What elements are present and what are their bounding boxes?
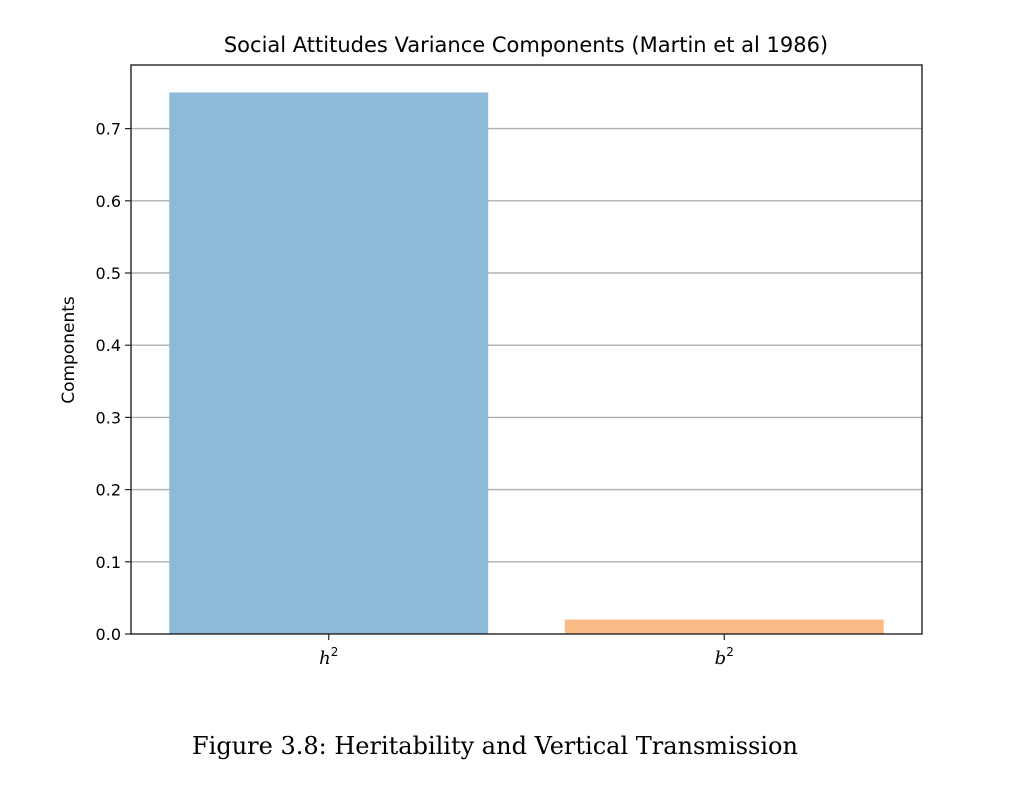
y-tick-label: 0.6 (96, 192, 121, 211)
chart-title: Social Attitudes Variance Components (Ma… (224, 33, 828, 57)
y-tick-label: 0.2 (96, 481, 121, 500)
y-tick-label: 0.0 (96, 625, 121, 644)
x-tick-label: h2 (319, 645, 338, 669)
y-tick-label: 0.7 (96, 120, 121, 139)
bars (169, 92, 884, 634)
x-tick-label: b2 (715, 645, 734, 669)
y-tick-label: 0.5 (96, 264, 121, 283)
y-tick-label: 0.3 (96, 408, 121, 427)
plot-frame (130, 64, 923, 635)
bar-chart: Social Attitudes Variance Components (Ma… (59, 33, 923, 669)
x-axis-ticks: h2 b2 (319, 634, 734, 669)
y-tick-label: 0.1 (96, 553, 121, 572)
y-tick-label: 0.4 (96, 336, 121, 355)
y-axis-label: Components (59, 296, 79, 404)
y-axis-ticks: 0.0 0.1 0.2 0.3 0.4 0.5 0.6 0.7 (96, 120, 131, 644)
bar (564, 619, 884, 634)
figure-caption: Figure 3.8: Heritability and Vertical Tr… (192, 732, 798, 760)
bar (169, 92, 489, 634)
